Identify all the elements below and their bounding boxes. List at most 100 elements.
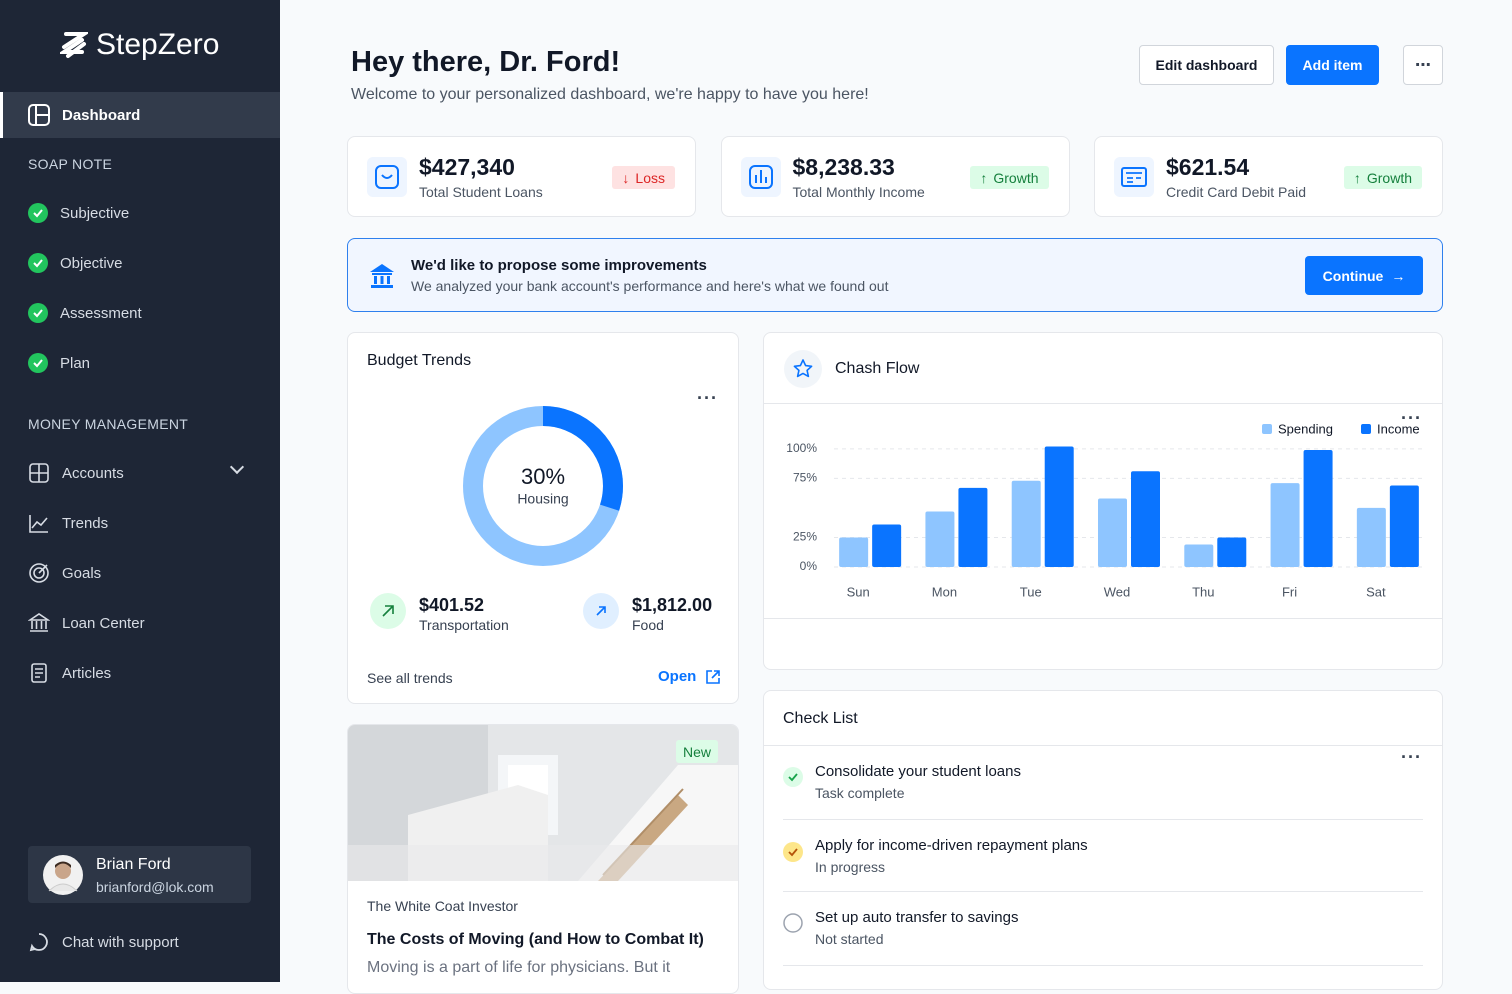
task-status: Not started [815,931,884,947]
nav-item[interactable]: Goals [0,550,280,596]
brand-name: StepZero [96,28,220,61]
stat-icon [367,157,407,197]
continue-button[interactable]: Continue → [1305,256,1423,295]
donut-value: 30% [521,464,565,489]
nav-label: Articles [62,664,112,682]
article-excerpt: Moving is a part of life for physicians.… [367,959,671,976]
badge-label: Growth [993,169,1039,186]
stat-label: Total Monthly Income [792,184,925,200]
y-tick-label: 100% [786,441,817,455]
y-tick-label: 0% [800,559,818,573]
divider [764,403,1442,404]
stat-value: $621.54 [1166,154,1250,180]
nav-label: Dashboard [62,106,141,124]
check-icon [28,303,48,323]
x-tick-label: Mon [932,584,957,599]
x-tick-label: Wed [1104,584,1131,599]
stat-badge: ↑ Growth [1343,166,1422,189]
support-link[interactable]: Chat with support [0,919,280,965]
card-title: Check List [783,710,858,727]
new-badge: New [676,740,719,763]
open-link[interactable]: Open [658,668,721,685]
check-icon [28,203,48,223]
bar [925,511,955,567]
menu-dots[interactable]: ··· [1401,408,1422,428]
sidebar: StepZero Dashboard SOAP NOTE MONEY MANAG… [0,0,280,982]
nav-item[interactable]: Plan [0,340,280,386]
dashboard-icon [28,104,50,126]
bank-icon [370,264,394,288]
stat-badge: ↑ Growth [970,166,1049,189]
nav-item-active[interactable]: Dashboard [0,92,280,138]
donut-arc [463,406,623,566]
bar [1356,507,1386,567]
nav-item[interactable]: Objective [0,240,280,286]
donut-chart: 30% Housing [463,406,623,566]
chat-icon [29,933,48,952]
bar [1044,446,1074,567]
stat-icon [740,157,781,197]
nav-label: Objective [60,254,123,272]
user-card[interactable]: Brian Ford brianford@lok.com [28,846,251,903]
article-image [348,725,738,881]
check-icon [28,353,48,373]
brand[interactable]: StepZero [60,28,219,62]
avatar [43,855,83,895]
menu-dots[interactable]: ··· [1401,747,1422,767]
card-title: Chash Flow [835,360,920,377]
legend-label: Spending [1278,421,1333,436]
bar [1011,480,1041,567]
trend-icon [583,593,619,629]
edit-button[interactable]: Edit dashboard [1139,45,1274,85]
nav-item[interactable]: Accounts [0,450,280,496]
chevron [229,459,245,475]
status-complete [783,767,803,787]
bar [1184,544,1214,567]
badge-arrow: ↓ [622,169,630,186]
nav-item[interactable]: Assessment [0,290,280,336]
nav-item[interactable]: Trends [0,500,280,546]
nav-icon [29,563,49,583]
article-title: The Costs of Moving (and How to Combat I… [367,931,704,948]
trend-icon [370,593,406,629]
item-value: $401.52 [419,595,485,615]
nav-item[interactable]: Loan Center [0,600,280,646]
bar [1217,537,1247,567]
stat-value: $427,340 [419,154,515,180]
bar-chart: 0% 25% 75% 100% Spending Income Sun Mon Tue Wed Th… [786,421,1422,599]
bar [958,487,988,567]
badge-arrow: ↑ [980,169,988,186]
nav-label: Accounts [62,464,124,482]
page-title: Hey there, Dr. Ford! [351,46,621,78]
x-tick-label: Thu [1192,584,1214,599]
nav-icon [29,463,49,483]
banner: We'd like to propose some improvements W… [347,238,1443,312]
nav-label: Plan [60,354,91,372]
link-label: Open [658,668,697,685]
nav-icon [31,663,47,683]
stat-label: Credit Card Debit Paid [1166,184,1307,200]
bar [1389,485,1419,567]
legend-swatch [1361,424,1371,434]
article-card[interactable]: New The White Coat Investor The Costs of… [347,724,739,994]
stat-card: $8,238.33 Total Monthly Income ↑ Growth [720,136,1070,217]
y-tick-label: 25% [793,530,817,544]
task-title: Consolidate your student loans [815,763,1021,780]
nav-label: Subjective [60,204,130,222]
nav-item[interactable]: Articles [0,650,280,696]
nav-icon [28,613,50,632]
section-heading: MONEY MANAGEMENT [28,416,189,432]
user-name: Brian Ford [96,856,171,873]
menu-dots[interactable]: ··· [697,388,718,408]
bar [872,524,902,567]
task-title: Set up auto transfer to savings [815,909,1019,926]
nav-item[interactable]: Subjective [0,190,280,236]
x-tick-label: Fri [1282,584,1297,599]
status-progress [783,842,803,862]
bar [839,537,869,567]
arrow-icon: → [1391,267,1406,284]
add-button[interactable]: Add item [1286,45,1379,85]
stat-card: $621.54 Credit Card Debit Paid ↑ Growth [1094,136,1443,217]
more-button[interactable]: ⋯ [1403,45,1443,85]
nav-label: Trends [62,514,109,532]
